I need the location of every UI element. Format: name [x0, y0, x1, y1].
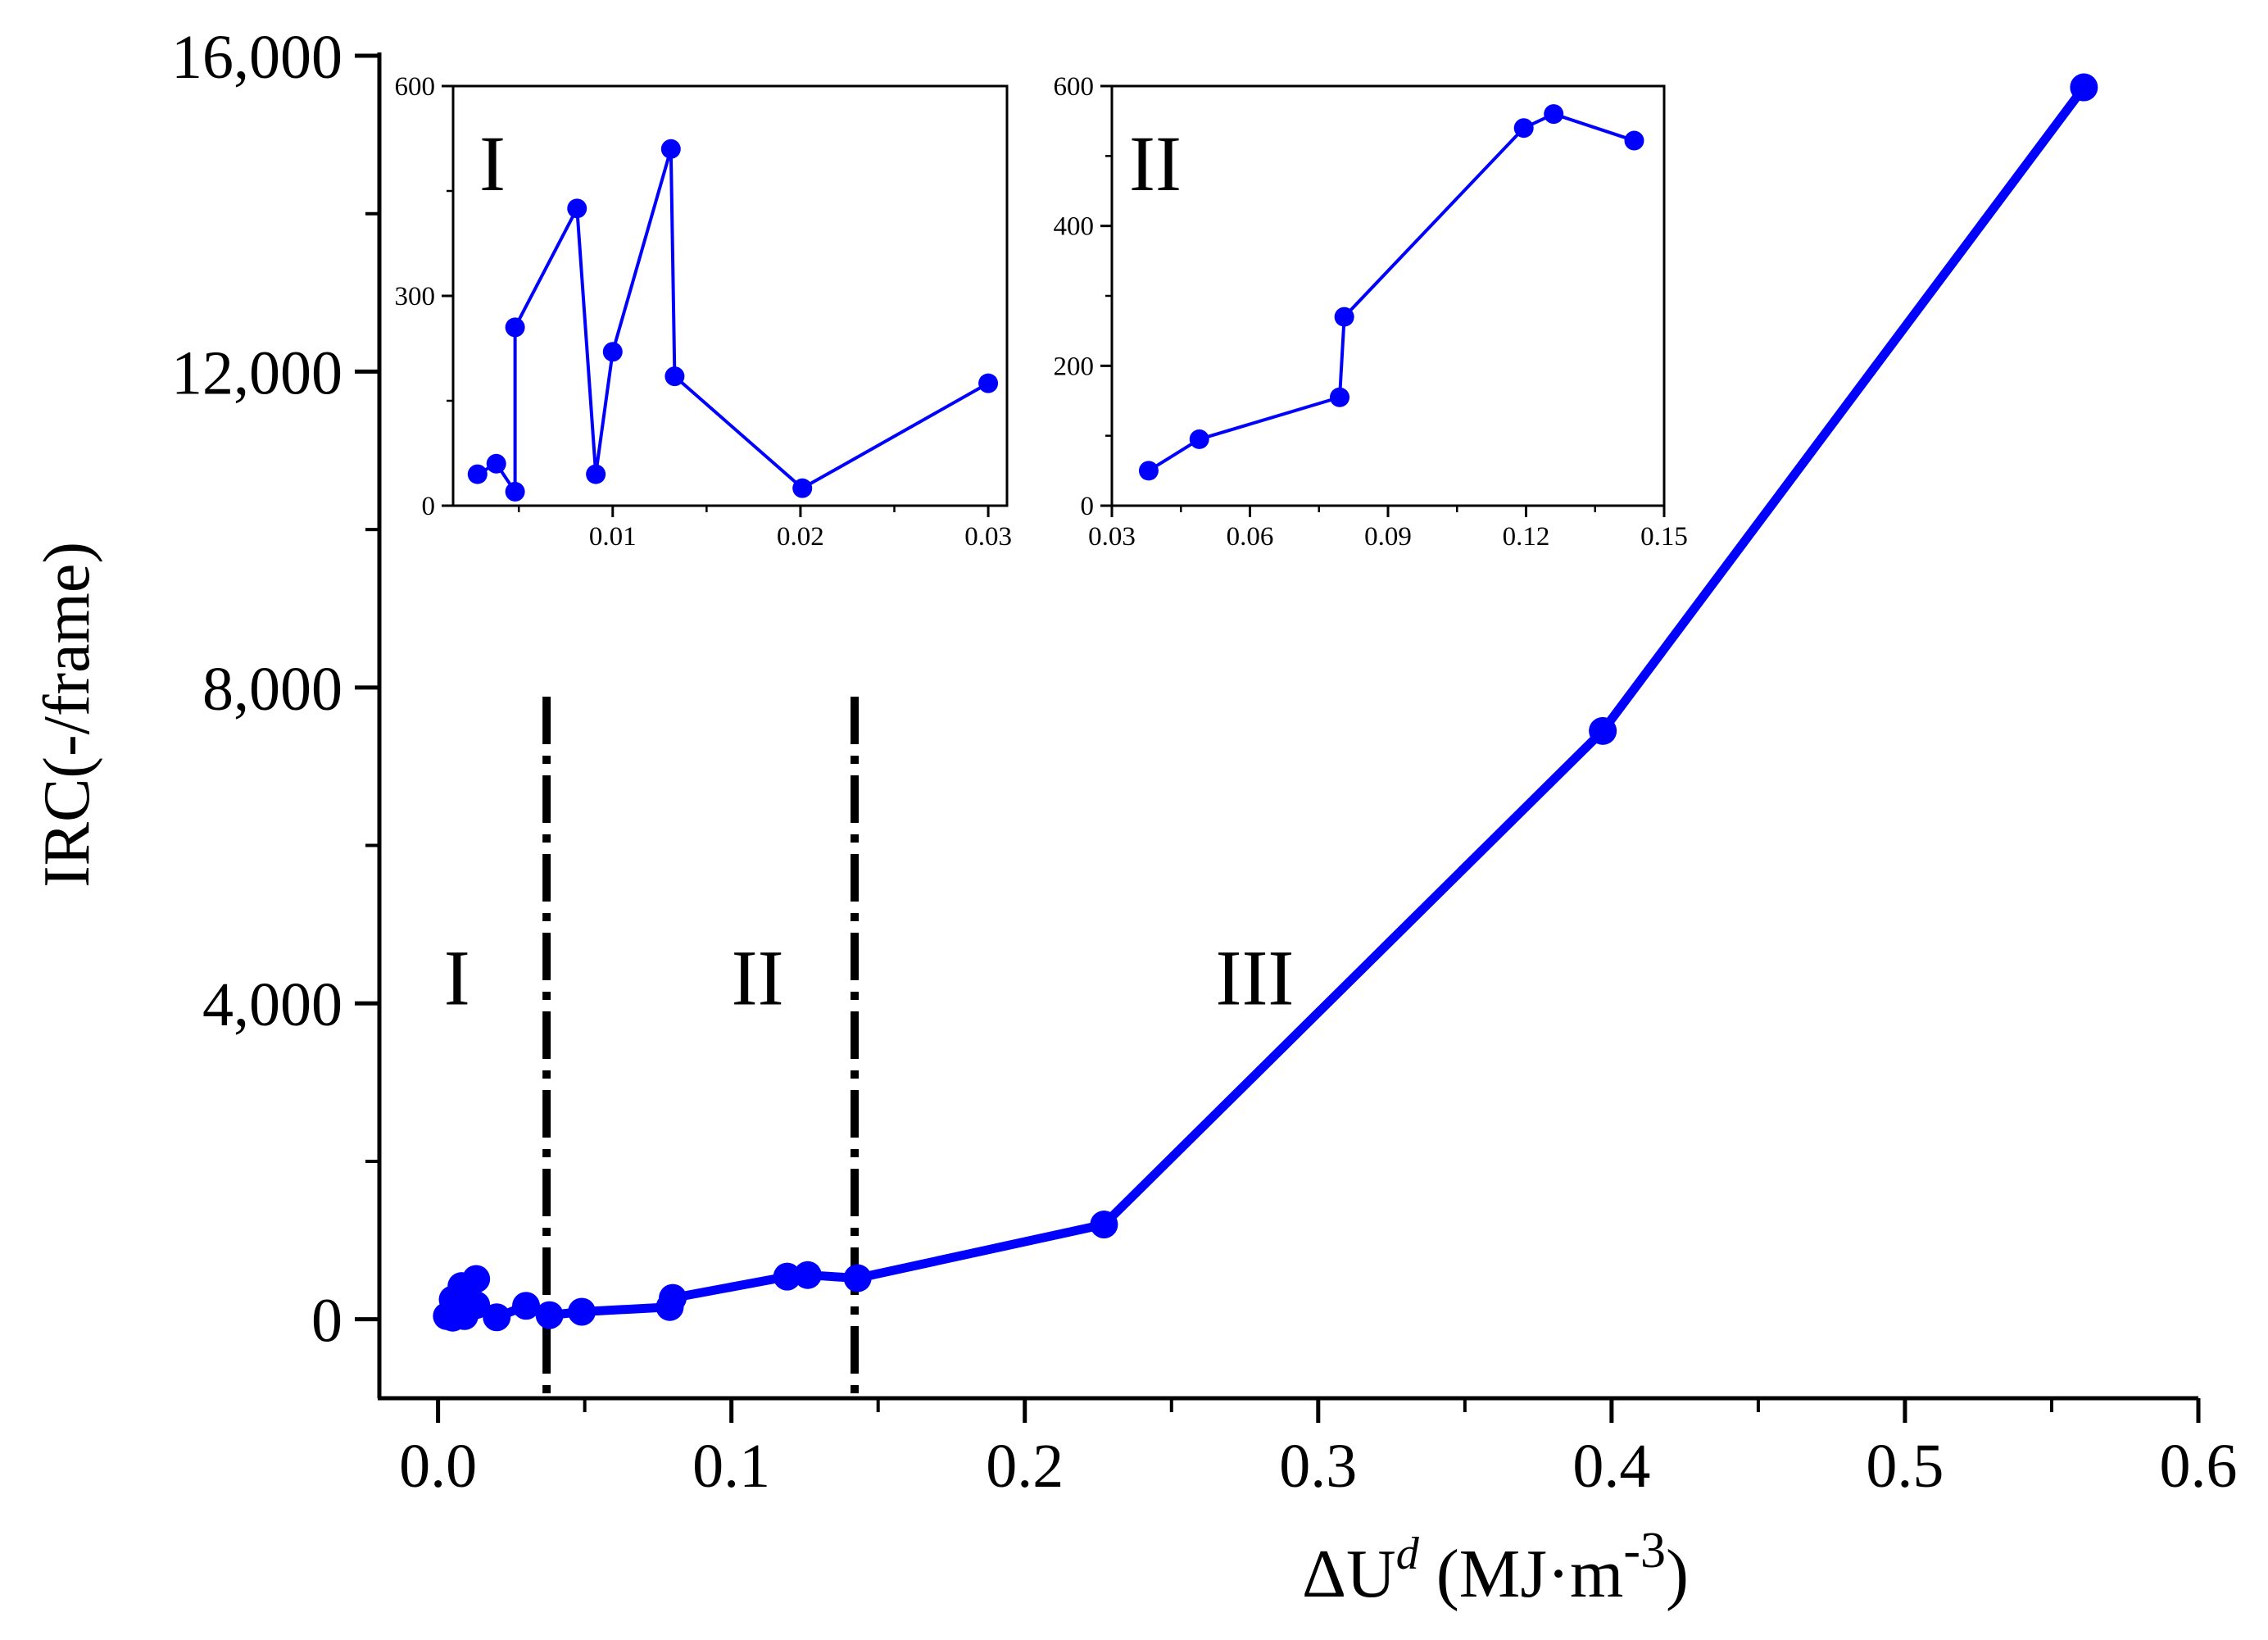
inset-II-series-line [1147, 112, 1635, 473]
inset-I-data-point [467, 464, 488, 484]
region-label-I: I [444, 934, 470, 1022]
inset-I-chart: 0.01 0.02 0.03 0 300 600 I [395, 72, 1012, 552]
main-x-tick-label-0-3: 0.3 [1279, 1432, 1357, 1501]
inset-II-chart: 0.03 0.06 0.09 0.12 0.15 0 200 400 600 II [1054, 72, 1688, 552]
inset-I-data-point [665, 366, 685, 387]
inset-II-data-point [1513, 118, 1534, 139]
main-data-point [535, 1301, 564, 1329]
main-x-tick-label-0-2: 0.2 [986, 1432, 1064, 1501]
inset-II-data-point [1544, 104, 1564, 125]
inset-II-x-tick-label: 0.09 [1364, 522, 1412, 552]
inset-II-data-point [1330, 387, 1350, 407]
main-x-tick-label-0-1: 0.1 [692, 1432, 770, 1501]
inset-I-data-point [602, 342, 623, 362]
region-label-II: II [732, 934, 784, 1022]
inset-I-series-line [476, 147, 990, 493]
main-y-tick-label-16000: 16,000 [171, 23, 342, 92]
x-label-symbol: ΔU [1302, 1536, 1396, 1612]
inset-I-data-point [505, 481, 525, 502]
inset-I-y-tick-label: 0 [422, 492, 436, 521]
x-label-unit: (MJ·m [1419, 1536, 1624, 1612]
main-x-tick-label-0-6: 0.6 [2160, 1432, 2238, 1501]
inset-I-data-point [586, 464, 606, 484]
inset-I-label: I [479, 120, 506, 207]
main-x-axis-label: ΔUd (MJ·m-3) [1302, 1523, 1689, 1612]
inset-II-data-point [1334, 307, 1354, 327]
inset-II-x-tick-label: 0.06 [1227, 522, 1274, 552]
inset-II-x-tick-label: 0.12 [1503, 522, 1550, 552]
main-x-tick-label-0-5: 0.5 [1866, 1432, 1944, 1501]
main-data-point [462, 1265, 491, 1293]
inset-I-x-tick-label: 0.03 [964, 522, 1012, 552]
main-data-point [843, 1264, 872, 1292]
main-x-tick-label-0: 0.0 [399, 1432, 477, 1501]
inset-I-data-point [978, 373, 999, 393]
x-label-unit-exponent: -3 [1623, 1523, 1666, 1579]
inset-II-y-tick-label: 400 [1054, 212, 1095, 242]
inset-II-data-point [1189, 429, 1209, 449]
main-chart: 0.0 0.1 0.2 0.3 0.4 0.5 0.6 0 4,000 8,000 12,000 16… [31, 23, 2238, 1612]
inset-II-data-point [1624, 130, 1644, 151]
x-label-super-d: d [1396, 1529, 1420, 1579]
inset-I-x-tick-label: 0.02 [777, 522, 824, 552]
inset-II-label: II [1129, 120, 1182, 207]
inset-I-data-point [660, 139, 681, 159]
inset-II-x-tick-label: 0.15 [1640, 522, 1688, 552]
main-y-tick-label-4000: 4,000 [202, 970, 342, 1039]
main-y-tick-label-12000: 12,000 [171, 338, 342, 407]
main-data-point [483, 1303, 511, 1332]
main-data-point [793, 1261, 822, 1289]
main-data-point [1589, 716, 1617, 745]
main-data-point [512, 1292, 541, 1320]
inset-I-frame [451, 84, 1009, 507]
inset-I-data-point [567, 198, 587, 219]
inset-II-x-tick-label: 0.03 [1088, 522, 1136, 552]
inset-II-y-tick-label: 200 [1054, 352, 1095, 381]
inset-I-data-point [486, 453, 506, 474]
inset-I-data-point [505, 317, 525, 338]
inset-I-x-tick-label: 0.01 [589, 522, 637, 552]
main-data-point [773, 1262, 801, 1291]
inset-I-data-point [792, 478, 813, 498]
inset-II-y-tick-label: 0 [1081, 492, 1095, 521]
main-data-point [1090, 1211, 1118, 1239]
x-label-close: ) [1666, 1536, 1689, 1612]
inset-II-data-point [1138, 461, 1159, 481]
region-label-III: III [1215, 934, 1294, 1022]
main-y-tick-label-0: 0 [311, 1287, 342, 1356]
main-y-axis-label: IRC(-/frame) [31, 542, 103, 888]
main-series-line [442, 83, 2089, 1323]
main-data-point [568, 1297, 596, 1326]
inset-II-y-tick-label: 600 [1054, 72, 1095, 102]
main-data-point [659, 1283, 687, 1312]
inset-I-y-tick-label: 300 [395, 282, 436, 311]
main-data-point [2070, 73, 2098, 102]
main-data-point [462, 1291, 491, 1320]
inset-I-y-tick-label: 600 [395, 72, 436, 102]
main-y-tick-label-8000: 8,000 [202, 655, 342, 724]
main-x-tick-label-0-4: 0.4 [1572, 1432, 1650, 1501]
